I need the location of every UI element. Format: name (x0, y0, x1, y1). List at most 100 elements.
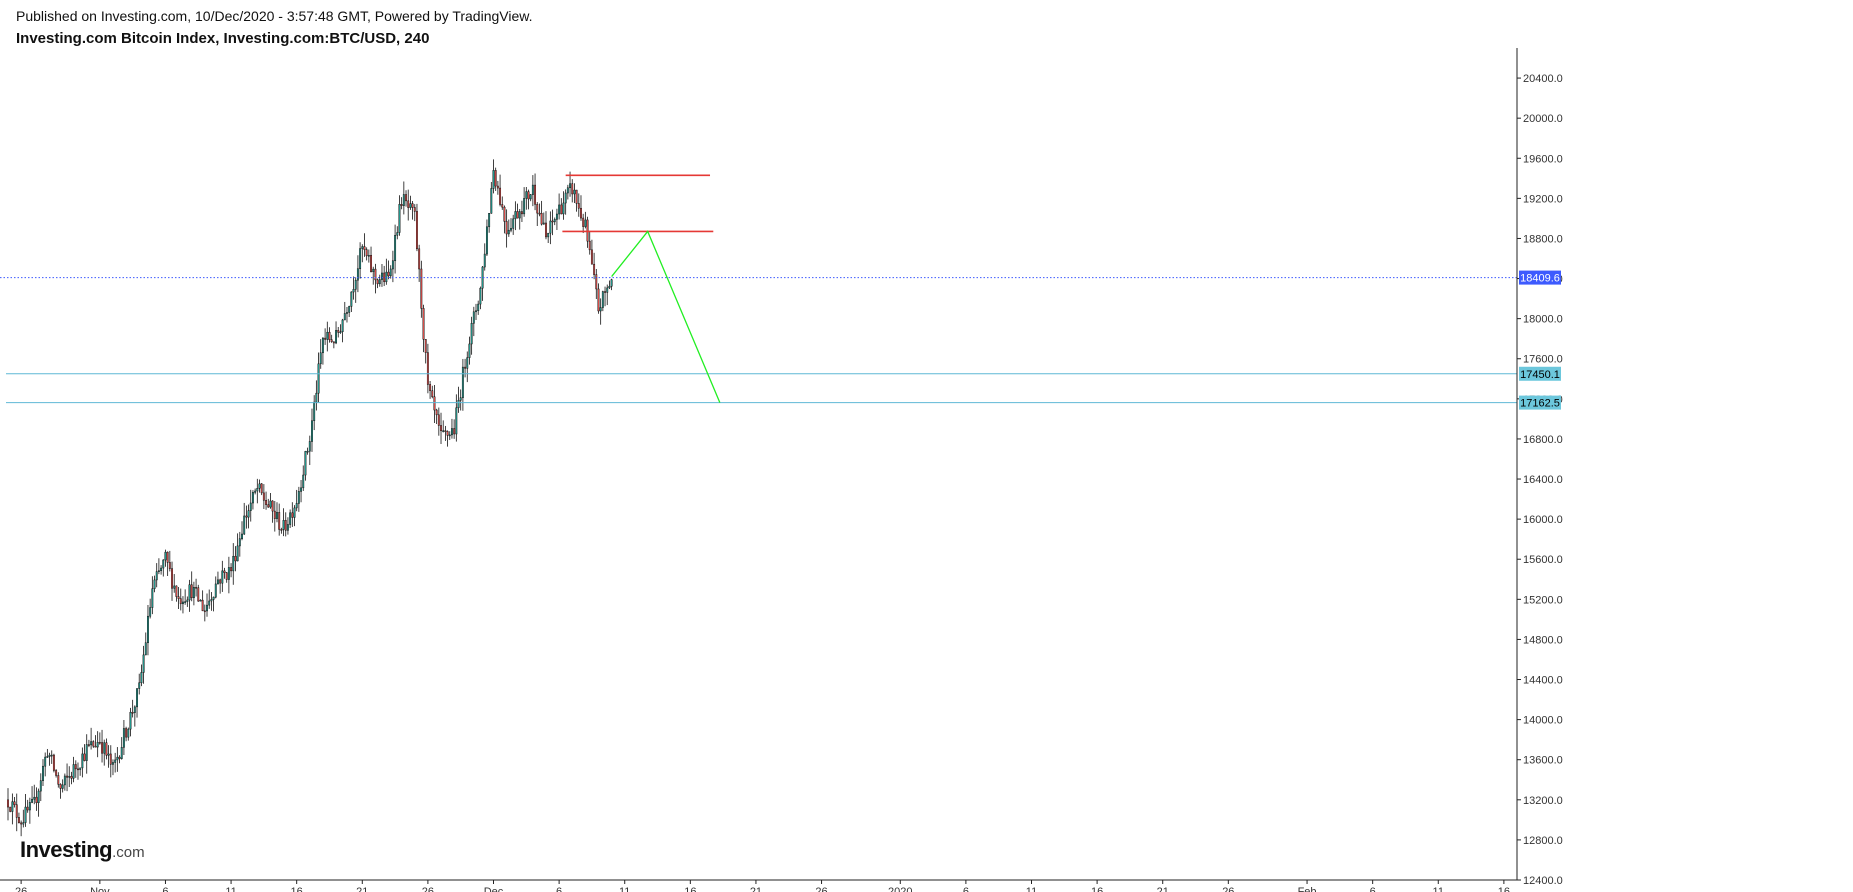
candle-body (57, 775, 60, 785)
last-price-badge: 18409.6 (1520, 273, 1560, 285)
candle-body (593, 263, 596, 275)
candle-body (492, 170, 495, 189)
candle-body (48, 754, 51, 757)
candle-body (260, 483, 263, 494)
candle-body (542, 222, 545, 225)
time-tick-label: 16 (1091, 886, 1103, 892)
price-tick-label: 17600.0 (1523, 354, 1563, 366)
candle-body (551, 220, 554, 223)
candle-body (35, 796, 38, 803)
candle-body (387, 271, 390, 277)
candle-body (599, 307, 602, 312)
candle-body (147, 615, 149, 644)
candle-body (437, 414, 440, 426)
price-tick-label: 19200.0 (1523, 193, 1563, 205)
candle-body (197, 587, 200, 602)
candle-body (68, 775, 71, 778)
candle-body (168, 562, 171, 569)
price-tick-label: 18800.0 (1523, 233, 1563, 245)
candle-body (330, 339, 333, 343)
time-tick-label: 6 (556, 886, 562, 892)
price-tick-label: 15200.0 (1523, 594, 1563, 606)
candle-body (81, 753, 84, 769)
candle-body (289, 512, 292, 525)
price-tick-label: 14400.0 (1523, 675, 1563, 687)
candle-body (343, 313, 346, 321)
candle-body (63, 775, 66, 786)
candle-body (429, 384, 432, 391)
candle-body (359, 248, 362, 269)
candle-body (424, 339, 427, 353)
candle-body (363, 246, 366, 250)
candle-body (470, 323, 473, 345)
candle-body (442, 430, 445, 432)
logo-domain: .com (112, 844, 145, 861)
candle-body (59, 784, 62, 789)
candle-body (321, 337, 324, 354)
time-tick-label: 6 (1370, 886, 1376, 892)
candle-body (280, 529, 283, 531)
projection-path[interactable] (611, 230, 721, 403)
candle-body (337, 330, 340, 333)
support-level-badge-bg (1519, 395, 1561, 410)
candle-body (136, 688, 138, 708)
candle-body (11, 801, 14, 812)
time-tick-label: 26 (815, 886, 827, 892)
candle-body (540, 213, 543, 225)
time-tick-label: 2020 (888, 886, 912, 892)
candle-body (400, 204, 403, 206)
candle-body (46, 756, 49, 758)
candle-body (580, 207, 582, 219)
candle-body (173, 585, 176, 589)
time-tick-label: 6 (963, 886, 969, 892)
candle-body (61, 784, 64, 789)
candle-body (516, 211, 519, 219)
candle-body (367, 254, 370, 257)
candle-body (192, 586, 195, 599)
candle-body (302, 474, 305, 489)
candle-body (254, 490, 257, 493)
candle-body (413, 207, 416, 212)
candle-body (157, 570, 160, 572)
candle-body (308, 441, 311, 452)
time-tick-label: 6 (162, 886, 168, 892)
candle-body (258, 483, 261, 489)
candle-body (374, 268, 377, 281)
candle-body (190, 584, 193, 599)
logo-main: Investing (20, 837, 113, 862)
candle-body (610, 279, 613, 287)
candle-body (451, 428, 453, 436)
candle-body (475, 310, 477, 313)
candle-body (101, 742, 103, 754)
candle-body (601, 291, 604, 308)
candle-body (225, 572, 228, 580)
candle-body (293, 507, 296, 518)
candle-body (186, 599, 189, 602)
time-tick-label: Nov (90, 886, 110, 892)
time-tick-label: 26 (1222, 886, 1234, 892)
candle-body (125, 728, 128, 738)
candle-body (131, 711, 134, 714)
candle-body (588, 240, 591, 251)
candle-body (44, 756, 47, 767)
candle-body (162, 559, 165, 569)
candle-body (151, 588, 154, 608)
candle-body (149, 607, 152, 617)
candle-body (166, 551, 169, 563)
candle-body (28, 802, 31, 811)
candle-body (604, 291, 606, 293)
candle-body (459, 397, 462, 401)
candle-body (107, 753, 110, 756)
candle-body (295, 503, 298, 509)
candle-body (212, 596, 215, 600)
candle-body (389, 268, 392, 277)
candle-body (251, 492, 254, 504)
candle-body (20, 822, 23, 825)
candle-body (595, 274, 598, 290)
candle-body (129, 711, 132, 730)
candle-body (144, 642, 147, 656)
candle-body (488, 212, 491, 228)
price-tick-label: 16000.0 (1523, 514, 1563, 526)
candle-body (440, 425, 442, 432)
